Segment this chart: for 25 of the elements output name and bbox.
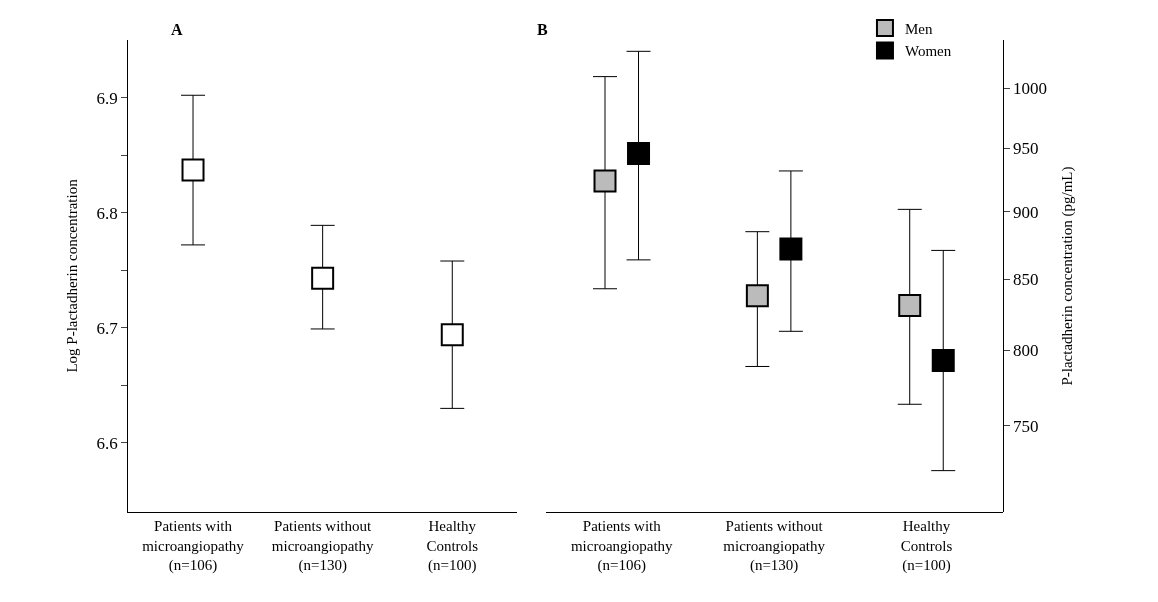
y-tick-label: 850	[1013, 270, 1039, 290]
chart-title: B	[537, 21, 548, 38]
y-tick-label: 750	[1013, 416, 1039, 436]
y-tick-label: 800	[1013, 341, 1039, 361]
y-tick-label: 6.6	[96, 433, 118, 453]
x-tick-label: Patients with microangiopathy (n=106)	[142, 518, 245, 574]
y-tick-label: 6.7	[96, 318, 119, 338]
x-tick-label: Patients with microangiopathy (n=106)	[570, 518, 674, 574]
point	[440, 323, 464, 347]
y-tick-label: 950	[1013, 139, 1039, 159]
x-tick-label: Healthy Controls (n=100)	[426, 518, 479, 574]
chart-title: A	[171, 21, 183, 38]
point	[311, 266, 335, 290]
point	[181, 158, 205, 182]
y-tick-label: 1000	[1013, 79, 1048, 99]
x-tick-label: Healthy Controls (n=100)	[900, 518, 953, 574]
legend-label: Women	[904, 43, 952, 60]
y-tick-label: 6.9	[96, 88, 118, 108]
y-axis-title: P-lactadherin concentration (pg/mL)	[1059, 166, 1077, 386]
x-tick-label: Patients without microangiopathy (n=130)	[271, 518, 374, 574]
y-tick-label: 6.8	[96, 203, 118, 223]
y-axis-title: Log P-lactadherin concentration	[63, 178, 80, 373]
legend-label: Men	[904, 20, 933, 37]
y-tick-label: 900	[1013, 202, 1039, 222]
x-tick-label: Patients without microangiopathy (n=130)	[723, 518, 826, 574]
